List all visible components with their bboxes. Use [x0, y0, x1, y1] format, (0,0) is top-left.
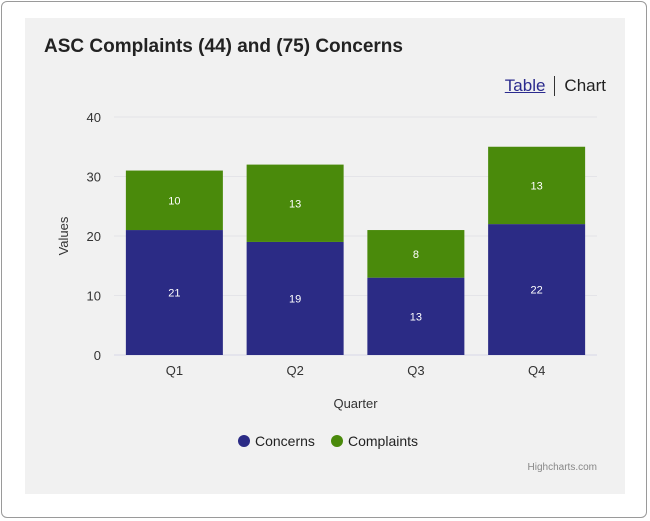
- table-view-link[interactable]: Table: [504, 76, 546, 95]
- x-tick-label: Q1: [166, 363, 183, 378]
- y-tick-label: 40: [87, 110, 101, 125]
- y-tick-label: 10: [87, 289, 101, 304]
- bar-complaints-q2[interactable]: [246, 164, 344, 242]
- credits-label[interactable]: Highcharts.com: [527, 462, 597, 473]
- x-tick-label: Q2: [286, 363, 303, 378]
- data-label: 8: [413, 249, 419, 261]
- data-label: 10: [168, 195, 180, 207]
- toggle-divider: [554, 76, 556, 96]
- legend-label-complaints[interactable]: Complaints: [348, 433, 418, 449]
- bar-complaints-q4[interactable]: [488, 146, 586, 225]
- chart-view-link[interactable]: Chart: [564, 76, 606, 95]
- x-tick-label: Q4: [528, 363, 545, 378]
- data-label: 13: [410, 311, 422, 323]
- bar-concerns-q1[interactable]: [125, 230, 223, 355]
- data-label: 13: [289, 198, 301, 210]
- data-label: 21: [168, 288, 180, 300]
- legend-marker-concerns[interactable]: [238, 435, 250, 447]
- legend-marker-complaints[interactable]: [331, 435, 343, 447]
- data-label: 22: [531, 285, 543, 297]
- y-tick-label: 0: [94, 348, 101, 363]
- data-label: 13: [531, 180, 543, 192]
- bar-concerns-q2[interactable]: [246, 241, 344, 355]
- data-label: 19: [289, 293, 301, 305]
- y-axis-title: Values: [56, 216, 71, 255]
- bar-complaints-q3[interactable]: [367, 230, 465, 278]
- x-axis-title: Quarter: [333, 396, 378, 411]
- y-tick-label: 20: [87, 229, 101, 244]
- x-tick-label: Q3: [407, 363, 424, 378]
- chart-title: ASC Complaints (44) and (75) Concerns: [44, 36, 403, 57]
- bar-concerns-q4[interactable]: [488, 224, 586, 355]
- view-toggle: Table Chart: [505, 76, 606, 96]
- bar-complaints-q1[interactable]: [125, 170, 223, 231]
- y-tick-label: 30: [87, 170, 101, 185]
- bar-concerns-q3[interactable]: [367, 277, 465, 355]
- legend-label-concerns[interactable]: Concerns: [255, 433, 315, 449]
